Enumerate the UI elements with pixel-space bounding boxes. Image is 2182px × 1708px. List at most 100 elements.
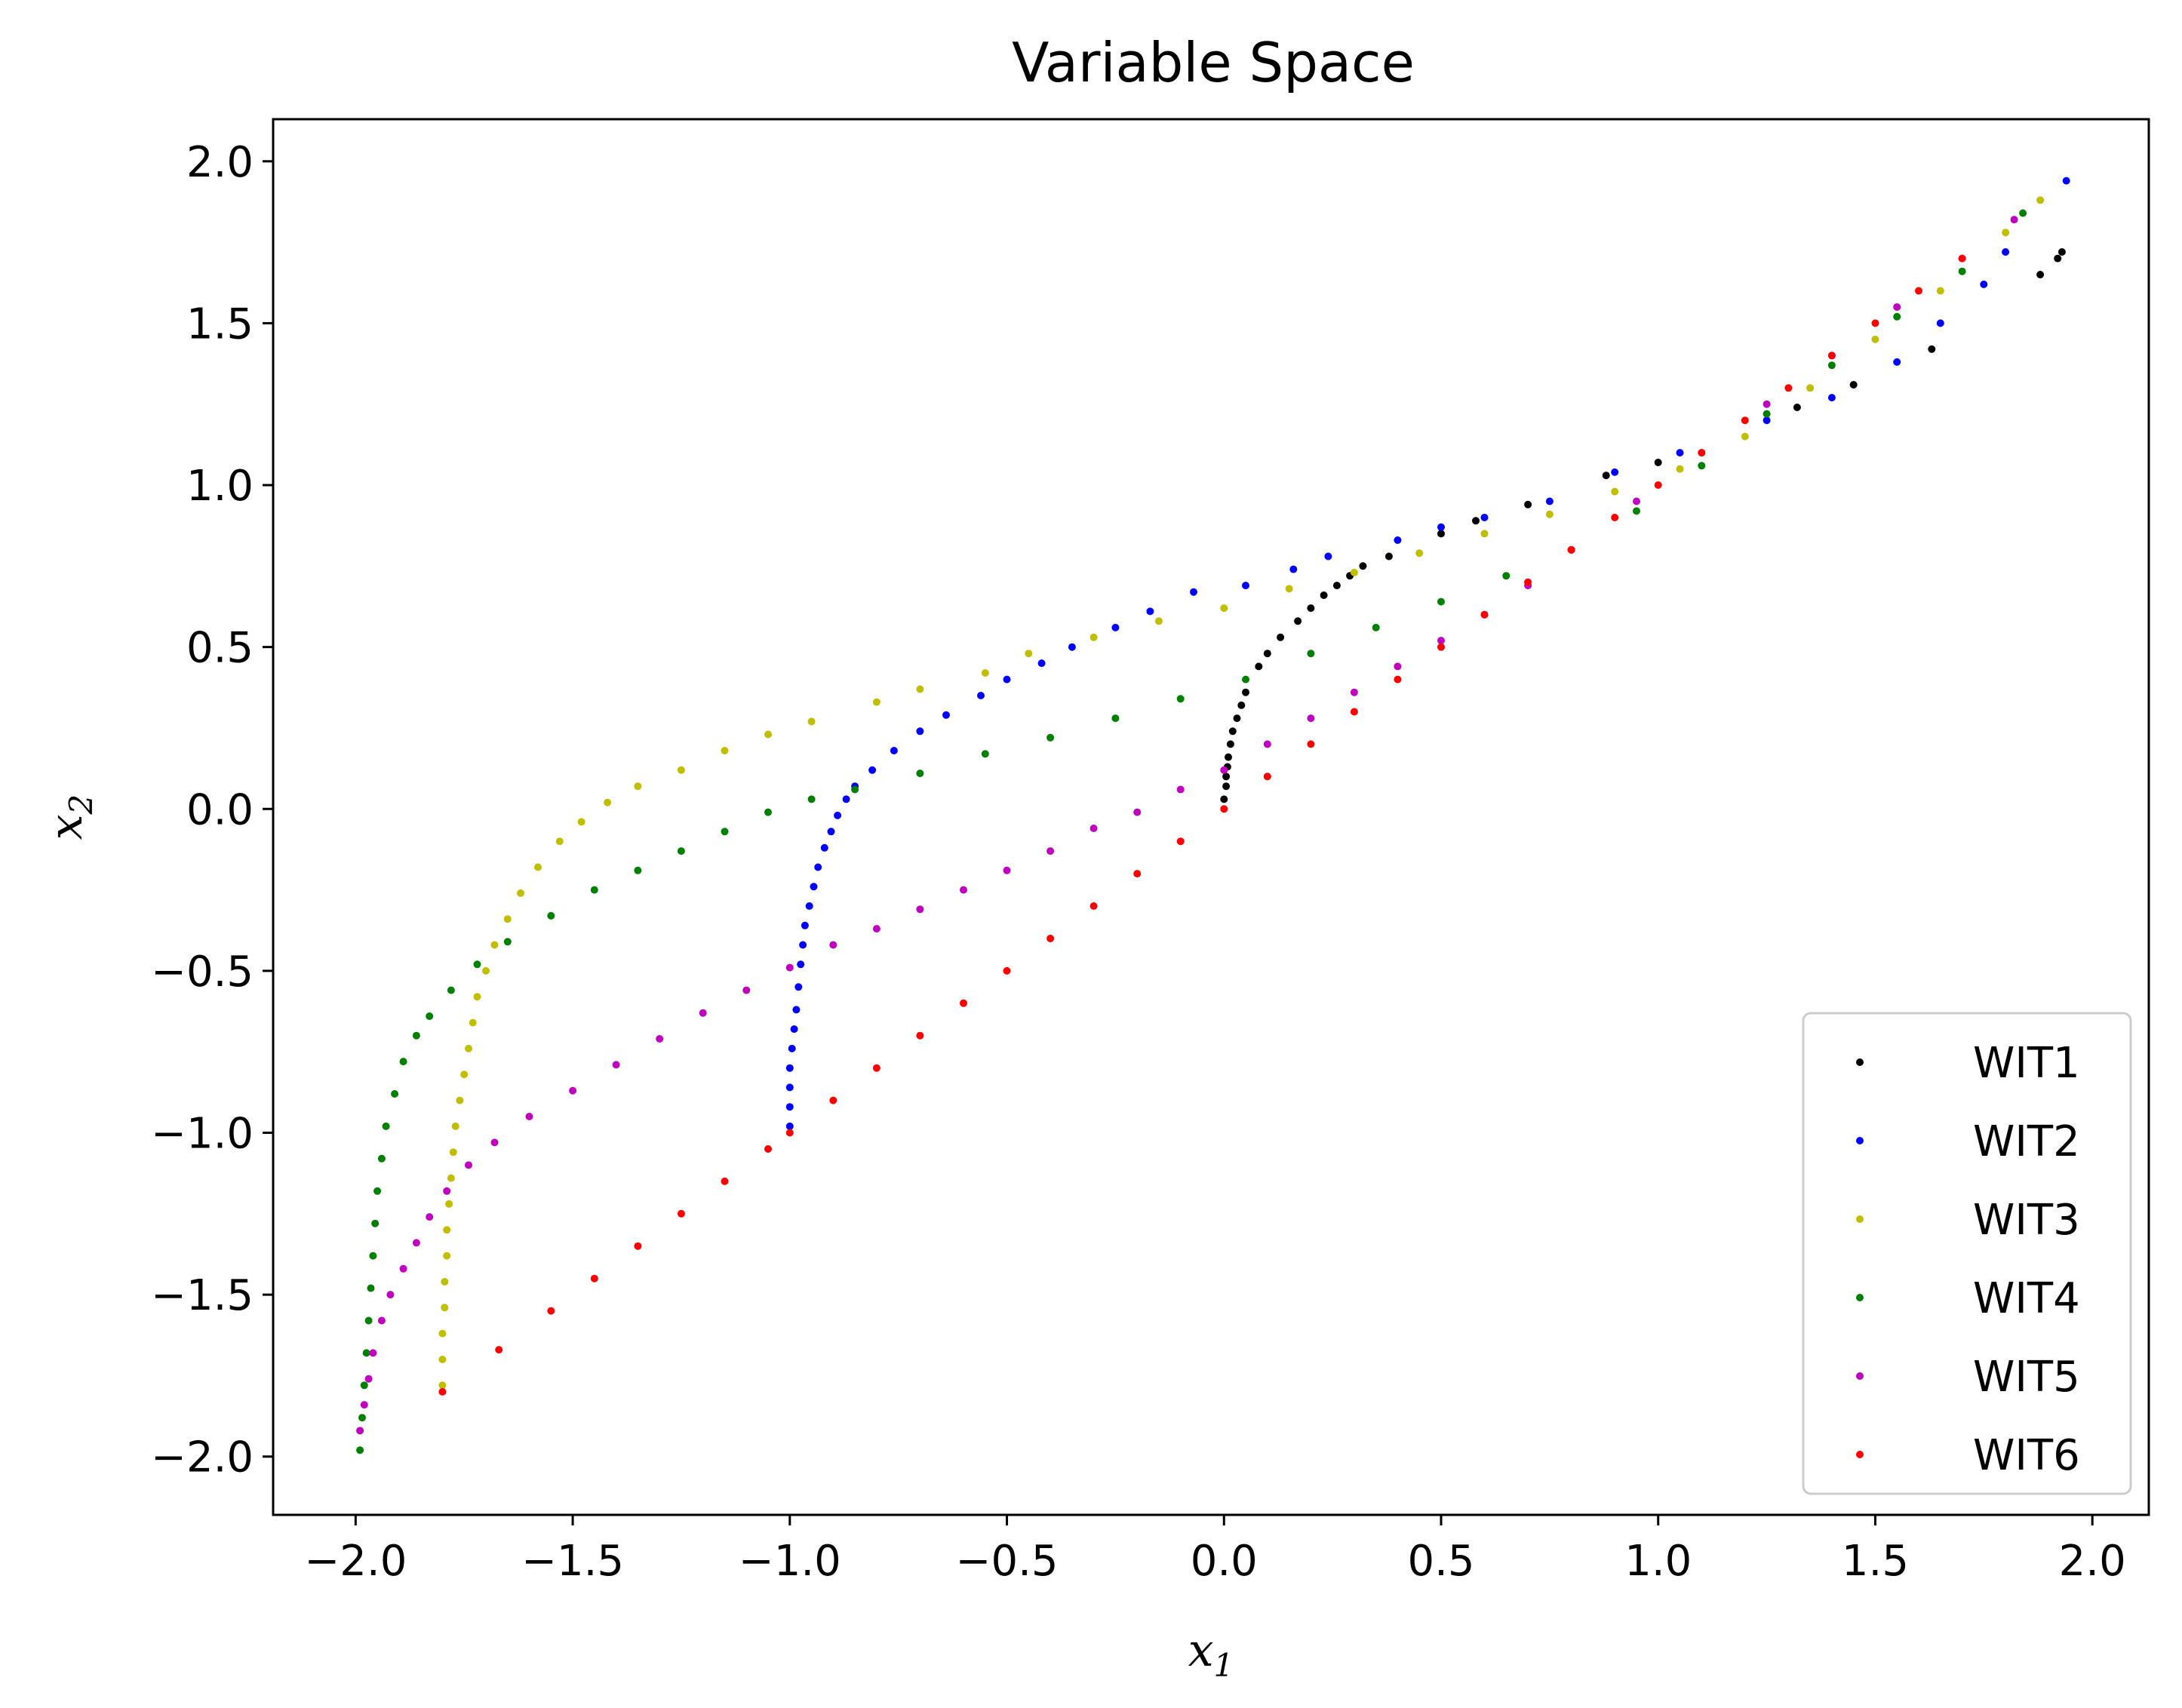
data-point-wit4-20 <box>634 866 642 874</box>
data-point-wit5-18 <box>785 963 794 972</box>
y-tick-label: −2.0 <box>151 1433 254 1482</box>
data-point-wit4-39 <box>1763 410 1771 418</box>
data-point-wit2-1 <box>785 1103 794 1111</box>
series-wit2 <box>785 177 2070 1130</box>
data-point-wit5-29 <box>1263 740 1271 748</box>
legend-marker-wit1 <box>1856 1058 1864 1066</box>
data-point-wit3-6 <box>443 1226 451 1234</box>
legend-marker-wit4 <box>1856 1294 1864 1301</box>
data-point-wit2-23 <box>977 692 985 699</box>
data-point-wit2-45 <box>2062 177 2070 185</box>
data-point-wit3-20 <box>534 863 542 871</box>
data-point-wit1-9 <box>1242 688 1249 696</box>
series-wit1 <box>1220 248 2066 803</box>
data-point-wit6-33 <box>1871 319 1879 327</box>
data-point-wit2-6 <box>792 1006 801 1014</box>
data-point-wit3-46 <box>1936 287 1944 295</box>
data-point-wit4-10 <box>382 1122 390 1130</box>
data-point-wit6-6 <box>721 1177 729 1185</box>
x-tick-label: 0.0 <box>1191 1537 1258 1586</box>
data-point-wit3-28 <box>807 717 816 726</box>
data-point-wit6-14 <box>1046 935 1055 942</box>
data-point-wit6-21 <box>1350 708 1358 716</box>
y-axis-label-subscript: 2 <box>63 794 100 816</box>
data-point-wit2-40 <box>1827 394 1836 402</box>
data-point-wit4-18 <box>547 911 555 920</box>
data-point-wit2-3 <box>785 1064 794 1072</box>
data-point-wit6-10 <box>872 1064 880 1072</box>
data-point-wit3-34 <box>1154 617 1163 625</box>
data-point-wit5-31 <box>1350 688 1358 696</box>
data-point-wit1-25 <box>1793 404 1801 411</box>
data-point-wit6-9 <box>829 1096 837 1104</box>
data-point-wit4-30 <box>1176 695 1185 703</box>
data-point-wit5-19 <box>829 941 837 949</box>
data-point-wit5-12 <box>525 1113 533 1120</box>
data-point-wit5-21 <box>916 905 924 914</box>
data-point-wit6-13 <box>1003 966 1011 975</box>
data-point-wit2-7 <box>794 983 803 991</box>
legend-label-wit1: WIT1 <box>1973 1039 2080 1088</box>
data-point-wit3-2 <box>438 1329 447 1338</box>
data-point-wit6-28 <box>1654 481 1662 489</box>
data-point-wit1-0 <box>1220 795 1228 803</box>
data-point-wit6-1 <box>495 1346 503 1354</box>
data-point-wit5-13 <box>569 1086 577 1095</box>
data-point-wit2-15 <box>827 828 835 836</box>
data-point-wit2-38 <box>1676 449 1684 457</box>
legend-label-wit6: WIT6 <box>1973 1431 2080 1480</box>
data-point-wit6-34 <box>1915 287 1922 295</box>
data-point-wit6-2 <box>547 1307 555 1315</box>
data-point-wit3-0 <box>438 1381 447 1390</box>
y-tick-label: 1.0 <box>186 462 254 511</box>
data-point-wit5-39 <box>1763 400 1771 408</box>
data-point-wit2-17 <box>842 795 850 803</box>
data-point-wit1-28 <box>2036 271 2045 278</box>
data-point-wit3-32 <box>1025 650 1033 658</box>
data-point-wit4-31 <box>1242 675 1249 684</box>
data-points <box>356 177 2070 1455</box>
y-tick-label: 0.0 <box>186 785 254 834</box>
data-point-wit4-28 <box>1046 733 1055 742</box>
legend-frame <box>1802 1012 2132 1495</box>
data-point-wit5-2 <box>364 1375 373 1383</box>
data-point-wit1-20 <box>1437 530 1445 538</box>
data-point-wit6-30 <box>1741 416 1749 425</box>
x-tick-label: 1.5 <box>1842 1537 1909 1586</box>
data-point-wit1-5 <box>1226 740 1234 748</box>
data-point-wit3-22 <box>577 818 585 826</box>
data-point-wit3-48 <box>2036 196 2045 204</box>
data-point-wit2-34 <box>1437 523 1445 531</box>
data-point-wit3-40 <box>1545 510 1554 518</box>
data-point-wit4-26 <box>916 770 924 778</box>
data-point-wit2-20 <box>890 747 898 754</box>
data-point-wit1-1 <box>1222 782 1231 791</box>
data-point-wit2-27 <box>1111 623 1120 631</box>
data-point-wit6-19 <box>1263 773 1271 781</box>
data-point-wit6-25 <box>1524 578 1532 586</box>
data-point-wit6-31 <box>1784 384 1793 392</box>
data-point-wit4-27 <box>981 750 989 758</box>
data-point-wit3-35 <box>1220 604 1228 613</box>
data-point-wit4-23 <box>764 808 772 816</box>
data-point-wit2-14 <box>820 843 828 852</box>
data-point-wit6-5 <box>677 1209 685 1218</box>
data-point-wit2-44 <box>2002 248 2010 256</box>
data-point-wit5-5 <box>386 1291 395 1299</box>
legend-label-wit2: WIT2 <box>1973 1117 2080 1166</box>
series-wit3 <box>438 196 2045 1390</box>
data-point-wit2-29 <box>1190 588 1197 596</box>
data-point-wit6-35 <box>1958 254 1966 263</box>
data-point-wit3-26 <box>721 747 729 754</box>
series-wit4 <box>356 209 2027 1455</box>
data-point-wit4-19 <box>590 886 598 894</box>
data-point-wit4-37 <box>1633 507 1640 515</box>
data-point-wit6-4 <box>634 1242 642 1250</box>
data-point-wit4-35 <box>1502 572 1510 580</box>
legend-label-wit3: WIT3 <box>1973 1196 2080 1245</box>
data-point-wit6-7 <box>764 1145 772 1153</box>
data-point-wit5-23 <box>1003 866 1011 874</box>
legend-marker-wit2 <box>1856 1137 1864 1144</box>
data-point-wit3-42 <box>1676 465 1684 473</box>
data-point-wit3-8 <box>447 1174 455 1182</box>
